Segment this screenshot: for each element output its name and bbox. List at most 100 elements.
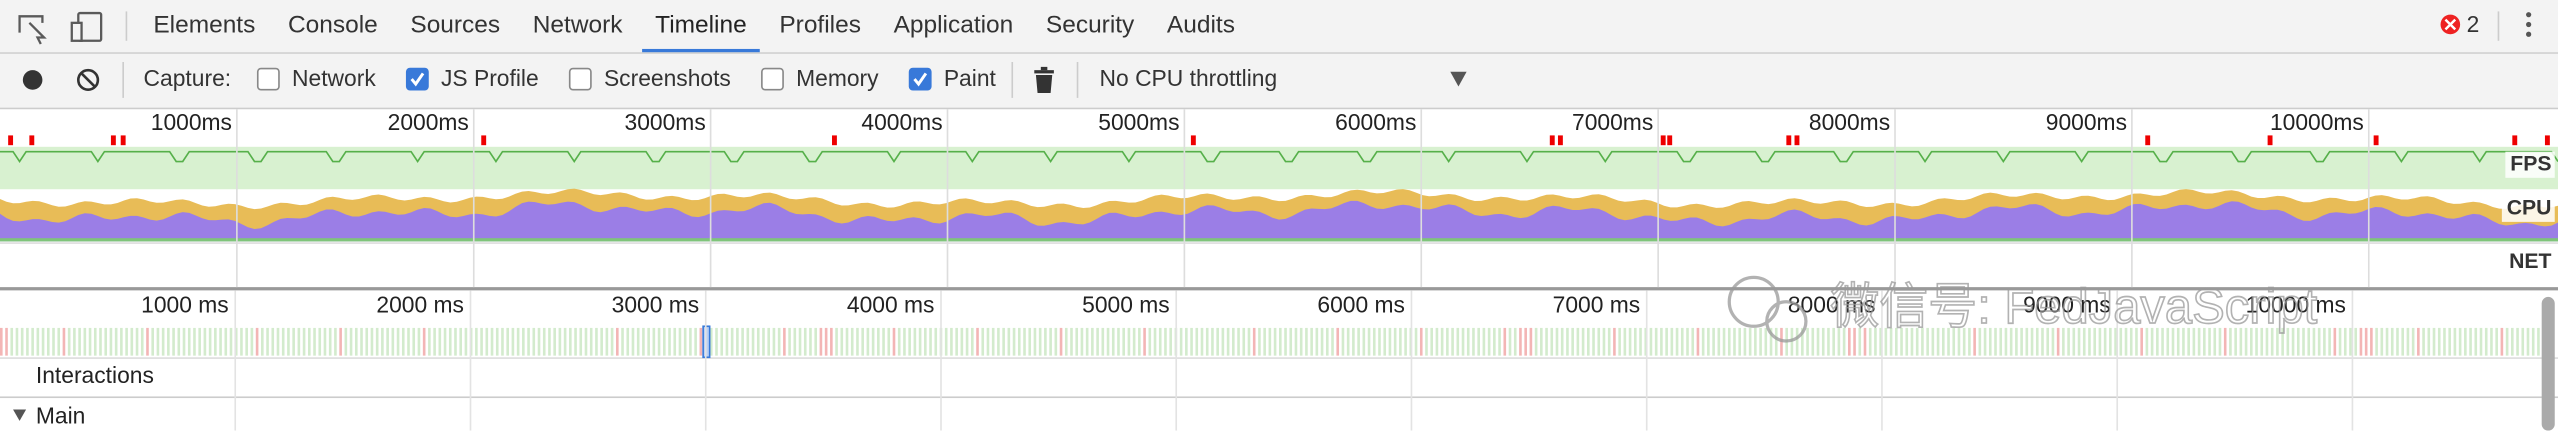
frame-bar (287, 327, 290, 356)
frame-bar (1091, 327, 1094, 356)
dropdown-arrow[interactable] (1450, 71, 1467, 87)
scrollbar[interactable] (2541, 296, 2555, 431)
frame-bar (130, 327, 134, 356)
device-icon[interactable] (70, 11, 103, 42)
tab[interactable]: Elements (153, 12, 255, 39)
frame-bar (2239, 327, 2243, 356)
inspect-icon[interactable] (18, 15, 47, 45)
details-tick-label: 6000 ms (1317, 292, 1405, 318)
checkbox-label[interactable]: Network (292, 65, 376, 91)
frame-bar (1341, 327, 1345, 356)
frame-bar (1607, 327, 1611, 356)
frame-bar (944, 327, 948, 356)
frame-bar (1106, 327, 1110, 356)
tab[interactable]: Application (894, 12, 1014, 39)
frame-bar (2427, 327, 2431, 356)
garbage-collect-button[interactable] (1034, 66, 1054, 93)
section-label[interactable]: Main (36, 403, 85, 429)
expand-arrow[interactable] (13, 409, 27, 421)
frame-bar (1534, 327, 1538, 356)
frame-bar (1680, 327, 1684, 356)
frame-bar (1404, 327, 1407, 356)
menu-button[interactable] (2526, 12, 2532, 37)
frame-bar (1007, 327, 1011, 356)
frame-bar (1774, 327, 1778, 356)
frame-bar (662, 327, 666, 356)
frame-bar (407, 327, 410, 356)
clear-button[interactable] (77, 68, 100, 92)
checkmark (410, 72, 425, 87)
frame-bar (877, 327, 880, 356)
frame-bar (866, 327, 870, 356)
frame-bar (1012, 327, 1016, 356)
frame-bar (2370, 327, 2373, 356)
frame-bar (417, 327, 421, 356)
checkbox-label[interactable]: JS Profile (441, 65, 539, 91)
frame-bar (318, 327, 322, 356)
checkbox-label[interactable]: Paint (944, 65, 997, 91)
frame-bar (631, 327, 635, 356)
tab[interactable]: Network (533, 12, 624, 39)
frame-bar (501, 327, 504, 356)
frame-bar (1957, 327, 1961, 356)
frame-bar (1868, 327, 1872, 356)
checkbox[interactable] (256, 67, 280, 91)
frame-bar (83, 327, 87, 356)
checkbox[interactable] (568, 67, 592, 91)
frame-bar (1592, 327, 1595, 356)
frame-bar (1414, 327, 1418, 356)
frame-bar (997, 327, 1000, 356)
frame-bar (506, 327, 509, 356)
tab[interactable]: Timeline (655, 12, 747, 39)
frame-bar (1096, 327, 1099, 356)
frame-bar (1895, 327, 1898, 356)
frame-bar (1660, 327, 1663, 356)
frame-bar (1346, 327, 1350, 356)
overview-tick-label: 6000ms (1335, 109, 1416, 135)
frame-bar (605, 327, 609, 356)
frame-bar (2484, 327, 2488, 356)
frame-bar (1821, 327, 1825, 356)
tab[interactable]: Profiles (779, 12, 861, 39)
frame-bar (1837, 327, 1841, 356)
frame-bar (2093, 327, 2096, 356)
tab[interactable]: Console (288, 12, 378, 39)
tab[interactable]: Security (1046, 12, 1135, 39)
frame-bar (2229, 327, 2232, 356)
frame-bar (391, 327, 395, 356)
frame-bar (621, 327, 624, 356)
frame-bar (809, 327, 812, 356)
checkbox[interactable] (761, 67, 784, 91)
frame-bar (970, 327, 974, 356)
details-tick-label: 7000 ms (1553, 292, 1641, 318)
frame-bar (1493, 327, 1496, 356)
frame-bar (26, 327, 29, 356)
checkbox-label[interactable]: Screenshots (604, 65, 731, 91)
frame-bar (308, 327, 311, 356)
frame-bar (1581, 327, 1585, 356)
frame-bar (553, 327, 556, 356)
frame-bar (2244, 327, 2248, 356)
frame-bar (835, 327, 838, 356)
frame-bar (1044, 327, 1047, 356)
frame-bar (2286, 327, 2290, 356)
long-frame-marker (120, 135, 126, 146)
frame-bar (574, 327, 577, 356)
frame-bar (725, 327, 729, 356)
frame-bar (991, 327, 995, 356)
section-label: Interactions (36, 362, 154, 388)
frame-bar (2187, 327, 2190, 356)
long-frame-marker (1794, 135, 1800, 146)
frame-bar (1811, 327, 1815, 356)
checkbox-label[interactable]: Memory (796, 65, 879, 91)
frame-bar (1195, 327, 1199, 356)
tab[interactable]: Audits (1167, 12, 1235, 39)
record-button[interactable] (22, 70, 43, 90)
watermark-text: 微信号: FedJavaScript (1830, 280, 2317, 334)
cpu-throttling-select[interactable]: No CPU throttling (1100, 65, 1278, 91)
frame-bar (720, 327, 724, 356)
tab[interactable]: Sources (410, 12, 500, 39)
frame-bar (1764, 327, 1768, 356)
frame-bar (887, 327, 891, 356)
frame-bar (882, 327, 885, 356)
